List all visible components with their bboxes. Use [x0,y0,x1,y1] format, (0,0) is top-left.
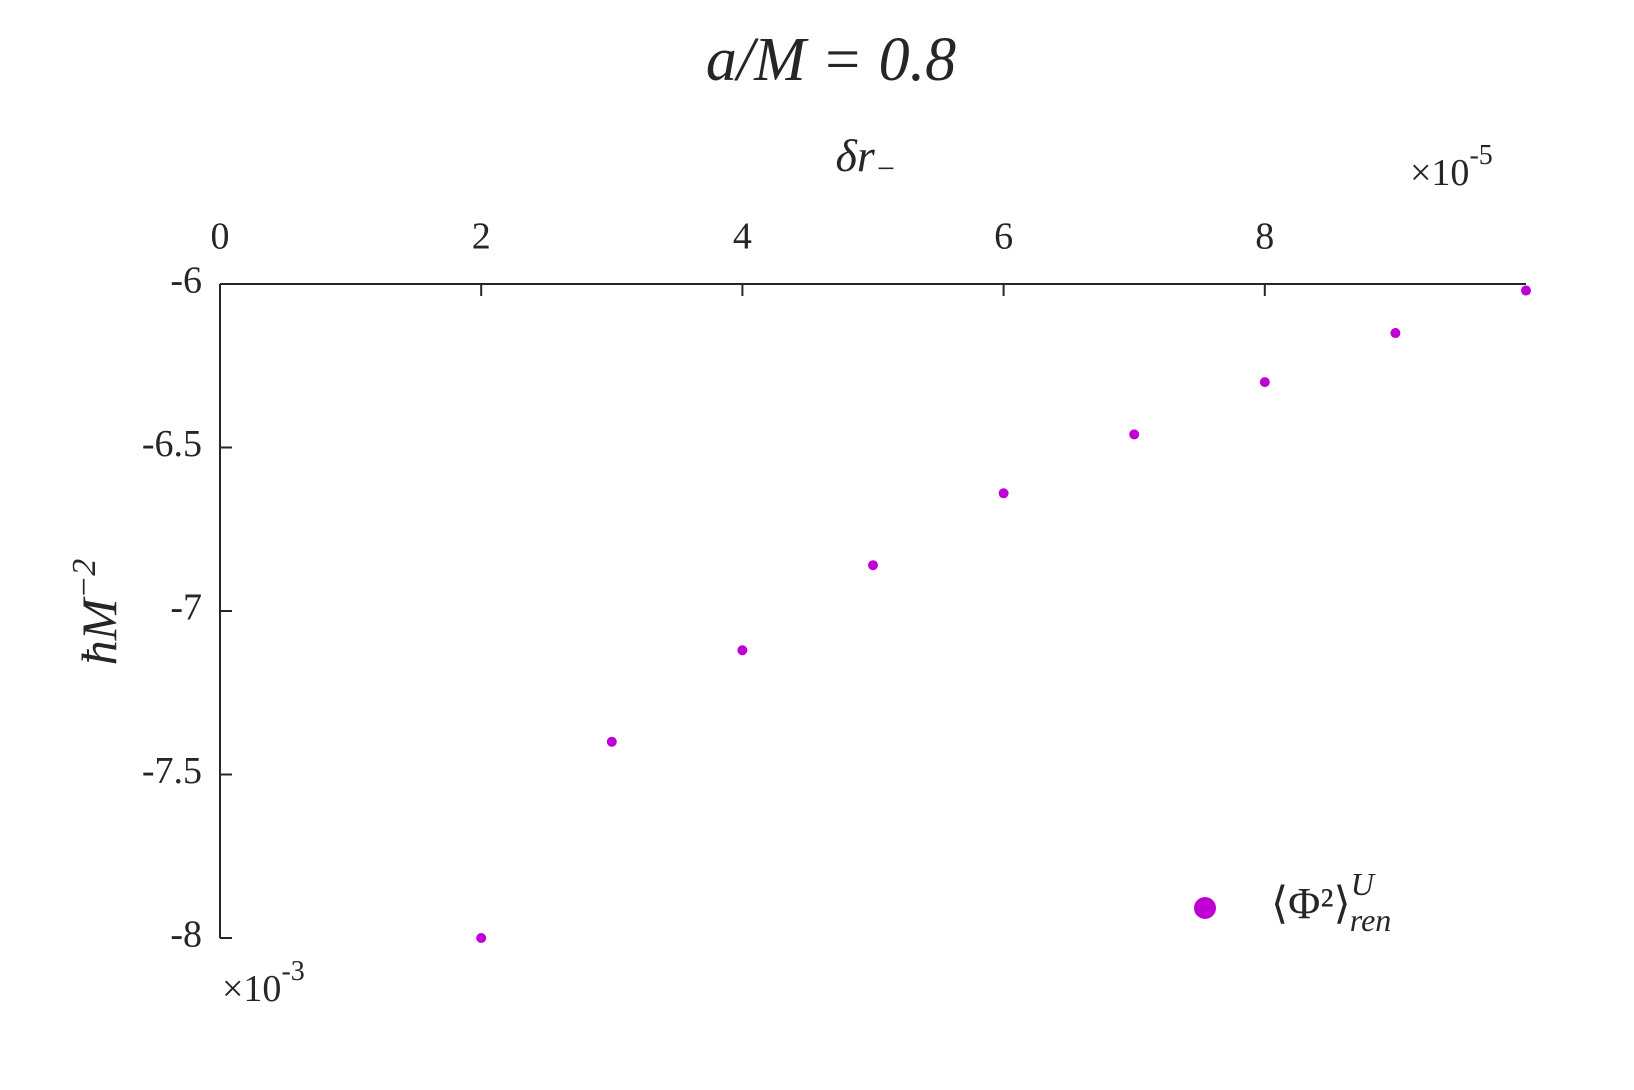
y-multiplier-base: ×10 [222,968,281,1010]
x-multiplier-base: ×10 [1410,152,1469,194]
y-tick-label: -8 [170,914,202,956]
legend-name: ⟨Φ²⟩ [1271,879,1351,928]
point [1521,285,1531,296]
x-tick-label: 4 [733,216,752,258]
x-tick-label: 0 [211,216,230,258]
legend-sub: ren [1350,902,1391,938]
point [606,736,617,747]
x-multiplier-exp: -5 [1469,140,1492,171]
y-label-sup: −2 [66,559,103,599]
y-tick-label: -6.5 [142,423,202,465]
y-tick-label: -7.5 [142,750,202,792]
chart-title: a/M = 0.8 [706,26,956,94]
y-multiplier-exp: -3 [281,956,304,987]
point [1129,429,1140,440]
point [737,645,748,656]
point [476,933,487,943]
y-label-main: ħM [71,596,127,665]
legend-label: ⟨Φ²⟩U ren [1271,866,1391,938]
y-tick-label: -7 [170,587,202,629]
legend-sup: U [1351,866,1376,902]
x-tick-label: 2 [472,216,491,258]
legend-marker [1194,897,1216,919]
x-multiplier: ×10-5 [1410,140,1493,193]
x-tick-label: 6 [994,216,1013,258]
x-tick-label: 8 [1255,216,1274,258]
point [868,560,878,571]
point [998,488,1009,499]
y-multiplier: ×10-3 [222,956,305,1009]
y-axis-label: ħM−2 [66,559,128,666]
x-axis-label: δr− [836,130,897,187]
point [1259,377,1270,388]
y-tick-label: -6 [170,260,202,302]
x-label-sub: − [875,150,897,186]
x-label-main: δr [836,130,876,181]
point [1390,328,1401,339]
